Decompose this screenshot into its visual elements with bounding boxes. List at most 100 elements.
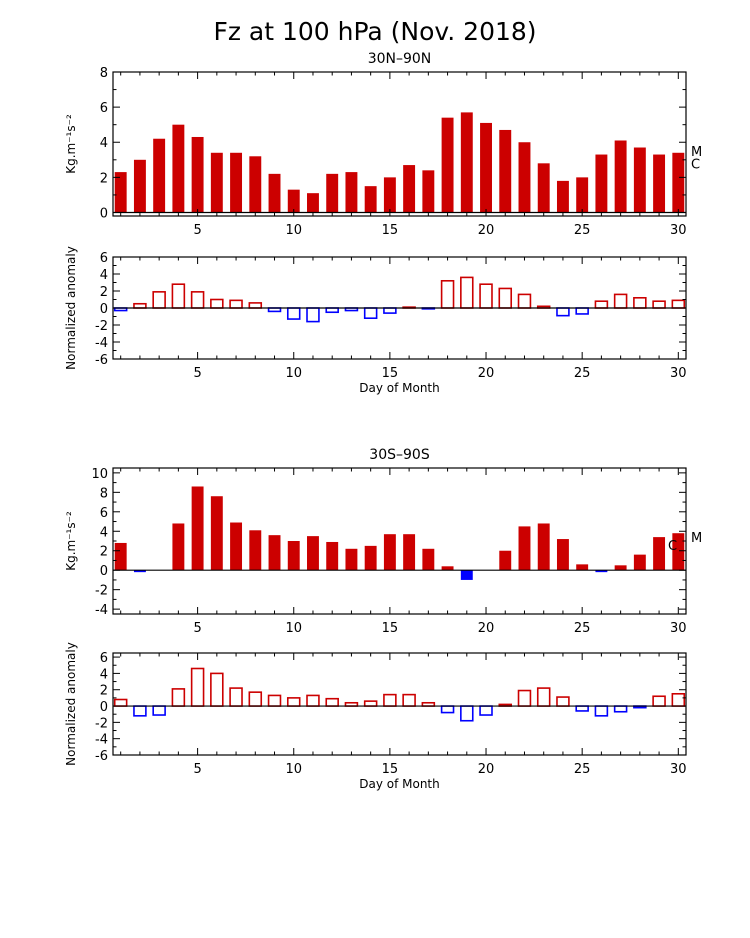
bar-day-27 — [614, 565, 627, 571]
bar-day-16 — [402, 693, 416, 707]
bar-day-26 — [594, 705, 609, 717]
bar-day-22 — [518, 142, 531, 213]
side-label-m: M — [691, 531, 702, 546]
bar-day-4 — [171, 283, 186, 309]
panel-sh-anom: 5 10 15 20 25 30 -6-4 -202 46 Normalized anomaly D… — [64, 642, 687, 791]
x-axis-label: Day of Month — [359, 381, 440, 395]
bar-day-12 — [325, 697, 339, 707]
bar-day-9 — [268, 173, 281, 213]
y-tick-label: 4 — [100, 525, 108, 540]
bar-day-24 — [556, 307, 570, 317]
x-tick-label: 30 — [670, 366, 687, 381]
bar-day-4 — [172, 124, 185, 213]
x-tick-label: 5 — [193, 762, 201, 777]
y-tick-label: -4 — [95, 336, 108, 351]
x-tick-label: 25 — [574, 223, 591, 238]
bar-day-20 — [479, 283, 493, 309]
bar-day-26 — [595, 154, 608, 213]
bar-day-23 — [537, 523, 550, 571]
bar-day-26 — [595, 570, 608, 573]
bar-day-5 — [190, 667, 205, 707]
y-tick-label: 4 — [100, 136, 108, 151]
bar-day-15 — [383, 307, 397, 314]
bar-day-13 — [345, 548, 358, 571]
y-tick-label: 2 — [100, 171, 108, 186]
y-tick-label: -6 — [95, 749, 108, 764]
x-tick-label: 10 — [285, 366, 302, 381]
bar-day-21 — [499, 129, 512, 213]
bar-day-29 — [653, 537, 666, 571]
x-tick-label: 5 — [193, 366, 201, 381]
bar-day-28 — [633, 147, 646, 213]
bar-day-10 — [287, 541, 300, 571]
y-tick-label: 0 — [100, 700, 108, 715]
x-tick-label: 20 — [478, 762, 495, 777]
bar-day-27 — [613, 293, 628, 309]
bar-day-16 — [403, 165, 416, 213]
y-tick-label: 8 — [100, 486, 108, 501]
bar-day-16 — [403, 534, 416, 571]
bar-day-25 — [576, 564, 589, 571]
bar-day-7 — [230, 522, 243, 571]
bar-day-29 — [652, 695, 666, 707]
bar-day-17 — [422, 548, 435, 571]
bar-day-19 — [460, 705, 474, 722]
x-tick-label: 10 — [285, 762, 302, 777]
bar-day-26 — [594, 300, 609, 309]
bar-day-9 — [268, 535, 281, 571]
bar-day-6 — [210, 152, 223, 213]
bar-day-8 — [249, 156, 262, 213]
x-tick-label: 15 — [382, 366, 399, 381]
bar-day-19 — [460, 112, 473, 213]
bar-day-19 — [460, 570, 473, 580]
bar-day-22 — [517, 293, 532, 309]
bar-day-5 — [191, 486, 204, 571]
x-tick-label: 20 — [478, 366, 495, 381]
bar-day-23 — [536, 687, 551, 707]
bar-day-3 — [153, 138, 166, 213]
panel-nh-anom: 5 10 15 20 25 30 -6 -4 -2 0 2 4 6 Normalized anomaly D… — [64, 246, 687, 395]
bar-day-21 — [498, 287, 513, 309]
bar-day-30 — [671, 692, 686, 707]
x-tick-label: 15 — [382, 621, 399, 636]
bar-day-14 — [363, 307, 378, 319]
y-tick-label: 0 — [100, 302, 108, 317]
y-tick-label: 6 — [100, 651, 108, 666]
bar-day-30 — [671, 299, 686, 309]
bar-day-7 — [229, 687, 243, 707]
bar-day-23 — [537, 163, 550, 213]
bar-day-4 — [171, 688, 186, 707]
bar-day-22 — [517, 689, 532, 707]
y-tick-label: 0 — [100, 206, 108, 221]
bar-day-11 — [306, 694, 320, 707]
bar-day-8 — [248, 302, 263, 309]
bar-day-10 — [287, 189, 300, 213]
plot-frame — [112, 71, 687, 217]
bar-day-25 — [576, 177, 589, 213]
bar-day-21 — [499, 550, 512, 571]
y-tick-label: 6 — [100, 506, 108, 521]
x-tick-label: 25 — [574, 762, 591, 777]
bar-day-20 — [479, 705, 493, 716]
bar-day-9 — [267, 694, 282, 707]
bar-day-24 — [556, 696, 570, 707]
bar-day-7 — [229, 299, 243, 309]
bar-day-24 — [556, 180, 569, 213]
bar-day-1 — [114, 542, 127, 571]
bar-day-3 — [152, 291, 166, 309]
bar-day-14 — [364, 545, 377, 571]
x-tick-label: 20 — [478, 621, 495, 636]
bar-day-25 — [575, 307, 589, 315]
x-tick-label: 5 — [193, 223, 201, 238]
panel-title: 30N–90N — [368, 51, 432, 67]
y-tick-label: 4 — [100, 667, 108, 682]
bar-day-12 — [325, 307, 339, 314]
bar-day-18 — [440, 705, 455, 714]
bar-day-12 — [326, 541, 339, 571]
bar-day-14 — [364, 186, 377, 213]
bar-day-8 — [249, 530, 262, 571]
bar-day-15 — [383, 177, 396, 213]
bar-day-18 — [440, 279, 455, 309]
bar-day-8 — [248, 691, 263, 707]
